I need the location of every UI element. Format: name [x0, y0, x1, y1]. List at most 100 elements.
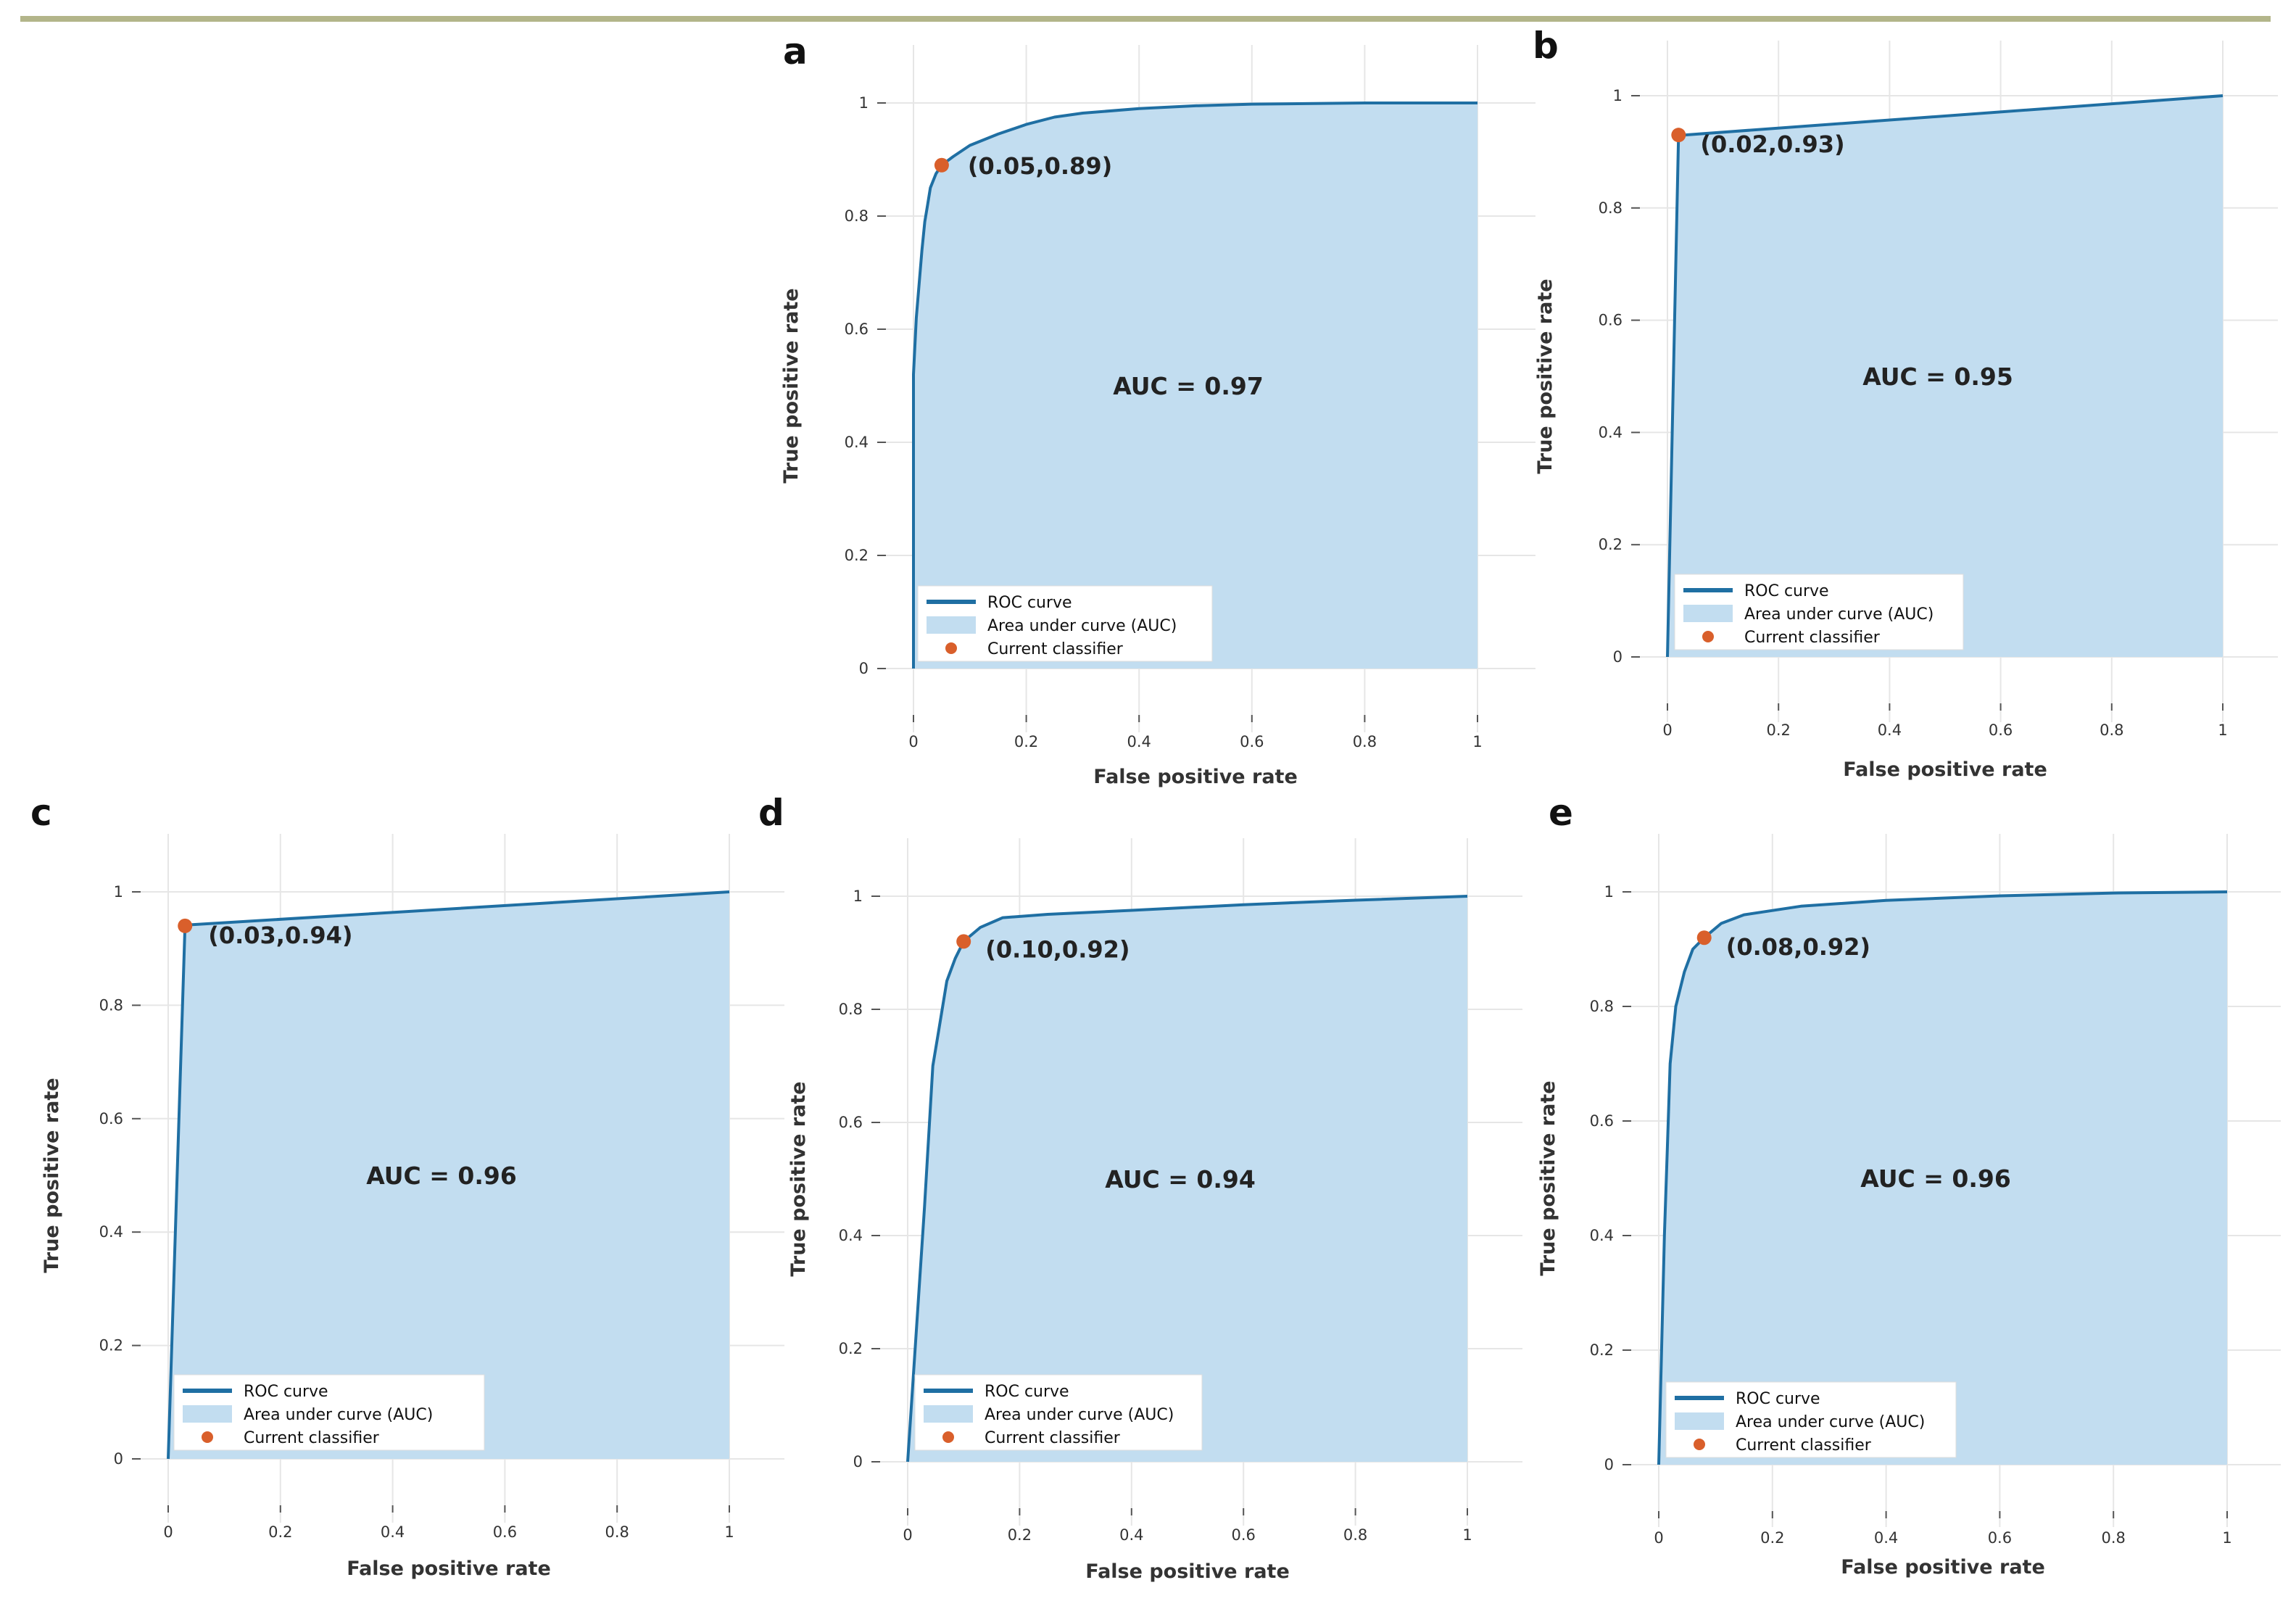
x-tick-label: 0.2	[1008, 1526, 1032, 1544]
x-tick-label: 1	[2218, 721, 2227, 739]
classifier-point-label: (0.08,0.92)	[1726, 933, 1870, 961]
y-tick-label: 0.6	[839, 1114, 863, 1131]
auc-area	[913, 103, 1478, 669]
current-classifier-point	[934, 157, 949, 173]
legend-classifier-swatch	[945, 642, 957, 654]
y-tick-label: 0.4	[99, 1223, 123, 1241]
x-tick-label: 1	[724, 1523, 734, 1541]
legend-auc-swatch	[924, 1405, 973, 1423]
current-classifier-point	[1696, 930, 1712, 946]
legend: ROC curve Area under curve (AUC) Current c…	[1665, 1381, 1957, 1458]
auc-area	[168, 892, 729, 1459]
legend-auc-swatch	[927, 616, 976, 634]
legend-entry: Current classifier	[244, 1429, 380, 1447]
y-tick-label: 0.2	[845, 547, 869, 564]
legend-entry: ROC curve	[985, 1383, 1069, 1401]
x-tick-label: 0.4	[1874, 1529, 1898, 1547]
legend-box	[1665, 1381, 1957, 1458]
legend-entry: Area under curve (AUC)	[244, 1406, 433, 1424]
y-tick-label: 1	[853, 888, 863, 905]
auc-area	[908, 896, 1467, 1462]
x-tick-label: 0.8	[605, 1523, 629, 1541]
roc-panel-d: 0 0.2 0.4 0.6 0.8 1 0 0.2 0.4 0.6 0.8 1 False positi…	[758, 792, 1522, 1583]
y-axis-label: True positive rate	[41, 1077, 63, 1273]
y-tick-label: 0	[114, 1450, 123, 1468]
x-axis-label: False positive rate	[1085, 1560, 1290, 1583]
y-tick-label: 0.2	[99, 1337, 123, 1354]
x-tick-label: 0.6	[1231, 1526, 1255, 1544]
top-rule	[20, 16, 2271, 22]
x-tick-label: 0.4	[1127, 733, 1151, 750]
y-tick-label: 0.8	[839, 1001, 863, 1018]
y-tick-label: 0.8	[1590, 998, 1614, 1015]
classifier-point-label: (0.03,0.94)	[208, 922, 352, 949]
roc-panel-c: 0 0.2 0.4 0.6 0.8 1 0 0.2 0.4 0.6 0.8 1 False positi…	[30, 792, 784, 1580]
x-tick-label: 0	[1662, 721, 1672, 739]
y-axis-label: True positive rate	[1534, 278, 1557, 473]
x-tick-label: 0.6	[1988, 1529, 2012, 1547]
y-tick-label: 0.4	[845, 434, 869, 451]
y-tick-label: 0	[859, 660, 869, 677]
current-classifier-point	[956, 934, 971, 949]
y-tick-label: 0	[853, 1453, 863, 1470]
legend: ROC curve Area under curve (AUC) Current c…	[1674, 574, 1964, 650]
y-tick-label: 0.8	[1599, 199, 1622, 217]
auc-label: AUC = 0.96	[1860, 1164, 2011, 1193]
y-tick-label: 0.6	[1590, 1112, 1614, 1130]
legend-classifier-swatch	[202, 1431, 213, 1443]
auc-label: AUC = 0.94	[1105, 1165, 1256, 1193]
y-tick-label: 0.4	[839, 1227, 863, 1244]
y-tick-label: 0.8	[99, 996, 123, 1014]
y-tick-label: 0	[1604, 1456, 1614, 1473]
x-tick-label: 0.2	[1760, 1529, 1784, 1547]
x-tick-label: 0.6	[1240, 733, 1264, 750]
classifier-point-label: (0.05,0.89)	[968, 152, 1112, 180]
y-tick-label: 0.2	[1590, 1341, 1614, 1359]
legend-entry: Area under curve (AUC)	[987, 617, 1177, 635]
classifier-point-label: (0.10,0.92)	[985, 935, 1130, 963]
x-tick-label: 1	[1462, 1526, 1472, 1544]
legend-entry: Area under curve (AUC)	[1736, 1413, 1925, 1431]
x-tick-label: 0.8	[1353, 733, 1377, 750]
auc-area	[1659, 892, 2227, 1465]
legend-classifier-swatch	[1702, 631, 1714, 642]
legend-entry: ROC curve	[1736, 1390, 1820, 1408]
legend: ROC curve Area under curve (AUC) Current c…	[914, 1374, 1203, 1451]
roc-curve-line	[906, 895, 1468, 1463]
legend-classifier-swatch	[1694, 1439, 1705, 1450]
y-tick-label: 1	[1604, 883, 1614, 901]
x-axis-label: False positive rate	[347, 1557, 551, 1580]
y-tick-label: 0.4	[1590, 1227, 1614, 1244]
y-tick-label: 0.6	[845, 320, 869, 338]
x-tick-label: 0.8	[2100, 721, 2123, 739]
y-tick-label: 1	[859, 94, 869, 112]
panel-letter: c	[30, 792, 52, 834]
legend-entry: ROC curve	[1744, 582, 1829, 600]
y-axis-label: True positive rate	[787, 1081, 810, 1276]
roc-panel-a: 0 0.2 0.4 0.6 0.8 1 0 0.2 0.4 0.6 0.8 1 False positi…	[780, 30, 1535, 788]
legend-entry: Area under curve (AUC)	[1744, 605, 1934, 624]
x-tick-label: 0	[908, 733, 918, 750]
legend-entry: Current classifier	[987, 640, 1124, 658]
x-tick-label: 1	[2222, 1529, 2231, 1547]
y-tick-label: 0.6	[1599, 312, 1622, 329]
x-tick-label: 0.6	[493, 1523, 517, 1541]
x-axis-label: False positive rate	[1841, 1556, 2045, 1579]
y-axis-label: True positive rate	[1537, 1080, 1559, 1275]
legend-classifier-swatch	[942, 1431, 954, 1443]
x-tick-label: 0	[163, 1523, 173, 1541]
y-tick-label: 0.4	[1599, 423, 1622, 441]
panel-letter: d	[758, 792, 784, 834]
auc-label: AUC = 0.97	[1113, 372, 1264, 400]
legend: ROC curve Area under curve (AUC) Current c…	[173, 1374, 485, 1451]
legend-auc-swatch	[183, 1405, 232, 1423]
x-tick-label: 0	[903, 1526, 912, 1544]
legend-auc-swatch	[1683, 605, 1733, 622]
y-tick-label: 1	[114, 883, 123, 901]
y-tick-label: 0.6	[99, 1110, 123, 1128]
panel-letter: b	[1533, 25, 1559, 67]
legend: ROC curve Area under curve (AUC) Current c…	[917, 585, 1213, 662]
panel-letter: a	[783, 30, 808, 73]
legend-entry: ROC curve	[244, 1383, 328, 1401]
